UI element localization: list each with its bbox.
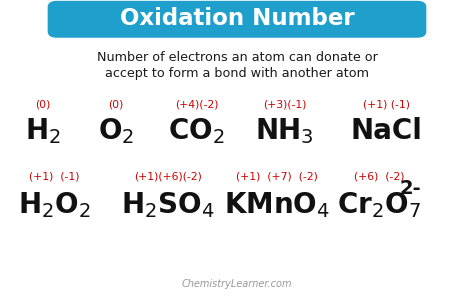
Text: (0): (0): [35, 100, 50, 110]
Text: (+1)(+6)(-2): (+1)(+6)(-2): [134, 171, 202, 181]
Text: NaCl: NaCl: [350, 117, 422, 145]
Text: (0): (0): [109, 100, 124, 110]
Text: (+1)  (-1): (+1) (-1): [29, 171, 80, 181]
Text: ChemistryLearner.com: ChemistryLearner.com: [182, 279, 292, 290]
Text: CO$_2$: CO$_2$: [168, 116, 225, 146]
Text: accept to form a bond with another atom: accept to form a bond with another atom: [105, 67, 369, 80]
Text: KMnO$_4$: KMnO$_4$: [224, 190, 330, 220]
Text: H$_2$O$_2$: H$_2$O$_2$: [18, 190, 91, 220]
Text: (+6)  (-2): (+6) (-2): [354, 171, 404, 181]
FancyBboxPatch shape: [48, 2, 426, 37]
Text: (+1)  (+7)  (-2): (+1) (+7) (-2): [237, 171, 318, 181]
Text: H$_2$: H$_2$: [25, 116, 61, 146]
Text: Oxidation Number: Oxidation Number: [120, 8, 354, 30]
Text: Number of electrons an atom can donate or: Number of electrons an atom can donate o…: [97, 51, 377, 64]
Text: O$_2$: O$_2$: [98, 116, 134, 146]
Text: Cr$_2$O$_7$: Cr$_2$O$_7$: [337, 190, 421, 220]
Text: H$_2$SO$_4$: H$_2$SO$_4$: [121, 190, 215, 220]
Text: 2-: 2-: [399, 179, 421, 198]
Text: (+4)(-2): (+4)(-2): [175, 100, 219, 110]
Text: NH$_3$: NH$_3$: [255, 116, 314, 146]
Text: (+1) (-1): (+1) (-1): [363, 100, 410, 110]
Text: (+3)(-1): (+3)(-1): [263, 100, 306, 110]
